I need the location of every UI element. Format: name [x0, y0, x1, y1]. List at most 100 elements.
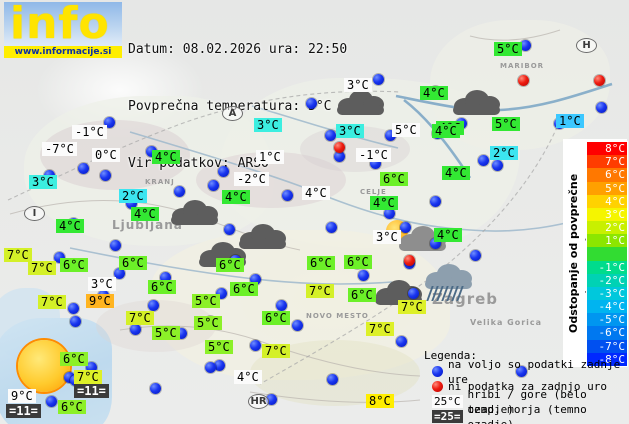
color-scale-row-6: 2°C [587, 221, 627, 235]
station-dot-available[interactable] [276, 300, 287, 311]
station-dot-available[interactable] [370, 158, 381, 169]
station-dot-available[interactable] [224, 224, 235, 235]
station-dot-available[interactable] [282, 190, 293, 201]
station-dot-no-data[interactable] [334, 142, 345, 153]
station-dot-available[interactable] [327, 374, 338, 385]
temperature-reading: 3°C [254, 118, 282, 132]
station-dot-available[interactable] [114, 268, 125, 279]
station-dot-available[interactable] [430, 196, 441, 207]
station-dot-available[interactable] [470, 250, 481, 261]
temperature-reading: 4°C [222, 190, 250, 204]
temperature-reading: 6°C [230, 282, 258, 296]
country-marker-hr: HR [248, 394, 269, 409]
station-dot-available[interactable] [46, 396, 57, 407]
station-dot-available[interactable] [86, 362, 97, 373]
station-dot-no-data[interactable] [594, 75, 605, 86]
station-dot-available[interactable] [100, 170, 111, 181]
station-dot-available[interactable] [492, 160, 503, 171]
station-dot-available[interactable] [358, 270, 369, 281]
station-dot-available[interactable] [110, 240, 121, 251]
station-dot-available[interactable] [174, 186, 185, 197]
city-label-celje: CELJE [360, 188, 387, 196]
station-dot-available[interactable] [216, 288, 227, 299]
station-dot-available[interactable] [205, 362, 216, 373]
color-scale-row-2: 6°C [587, 168, 627, 182]
station-dot-available[interactable] [292, 320, 303, 331]
country-marker-h: H [576, 38, 597, 53]
station-dot-available[interactable] [326, 222, 337, 233]
station-dot-available[interactable] [400, 222, 411, 233]
temperature-reading: 7°C [126, 311, 154, 325]
temperature-reading: 5°C [194, 316, 222, 330]
station-dot-available[interactable] [104, 117, 115, 128]
country-marker-a: A [222, 106, 243, 121]
station-dot-available[interactable] [68, 303, 79, 314]
temperature-reading: -1°C [356, 148, 391, 162]
station-dot-available[interactable] [250, 274, 261, 285]
temperature-reading: 5°C [492, 117, 520, 131]
station-dot-available[interactable] [325, 130, 336, 141]
station-dot-available[interactable] [266, 394, 277, 405]
station-dot-available[interactable] [70, 316, 81, 327]
station-dot-no-data[interactable] [518, 75, 529, 86]
temperature-reading: 6°C [380, 172, 408, 186]
temperature-reading: 5°C [205, 340, 233, 354]
city-label-kranj: KRANJ [145, 178, 175, 186]
color-scale-row-8 [587, 247, 627, 261]
station-dot-available[interactable] [176, 328, 187, 339]
station-dot-available[interactable] [516, 366, 527, 377]
white-chip-sample: 25°C [432, 395, 463, 408]
station-dot-no-data[interactable] [404, 255, 415, 266]
station-dot-available[interactable] [64, 372, 75, 383]
station-dot-available[interactable] [208, 180, 219, 191]
cloud-icon [170, 198, 220, 226]
temperature-reading: 3°C [344, 78, 372, 92]
station-dot-available[interactable] [408, 288, 419, 299]
station-dot-available[interactable] [148, 300, 159, 311]
temperature-reading: 6°C [58, 400, 86, 414]
station-dot-available[interactable] [130, 324, 141, 335]
station-dot-available[interactable] [214, 360, 225, 371]
temperature-reading: 7°C [74, 370, 102, 384]
temperature-reading: 9°C [8, 389, 36, 403]
station-dot-available[interactable] [126, 198, 137, 209]
temperature-reading: 4°C [302, 186, 330, 200]
temperature-reading: 7°C [4, 248, 32, 262]
legend-title: Legenda: [424, 349, 477, 362]
station-dot-available[interactable] [150, 383, 161, 394]
station-dot-available[interactable] [396, 336, 407, 347]
station-dot-available[interactable] [373, 74, 384, 85]
station-dot-available[interactable] [306, 98, 317, 109]
station-dot-available[interactable] [160, 272, 171, 283]
station-dot-available[interactable] [78, 163, 89, 174]
station-dot-available[interactable] [146, 146, 157, 157]
temperature-reading: =11= [74, 384, 109, 398]
color-scale-row-13: -5°C [587, 313, 627, 327]
station-dot-available[interactable] [385, 130, 396, 141]
city-label-maribor: MARIBOR [500, 62, 545, 70]
color-scale-row-5: 3°C [587, 207, 627, 222]
legend-item-available-label: na voljo so podatki zadnje ure [448, 357, 621, 386]
logo-wordmark: info [10, 2, 110, 49]
temperature-reading: 3°C [373, 230, 401, 244]
station-dot-available[interactable] [250, 340, 261, 351]
color-scale-row-7: 1°C [587, 234, 627, 248]
legend-item-available: na voljo so podatki zadnje ure [432, 358, 629, 386]
color-scale-row-15: -7°C [587, 339, 627, 353]
temperature-reading: 6°C [216, 258, 244, 272]
station-dot-available[interactable] [384, 208, 395, 219]
station-dot-available[interactable] [334, 151, 345, 162]
station-dot-available[interactable] [430, 238, 441, 249]
station-dot-available[interactable] [596, 102, 607, 113]
site-logo[interactable]: info www.informacije.si [4, 2, 122, 58]
station-dot-available[interactable] [478, 155, 489, 166]
station-dot-available[interactable] [520, 40, 531, 51]
legend-item-sea-label: temp. morja (temno ozadje) [467, 402, 587, 424]
temperature-reading: 6°C [307, 256, 335, 270]
station-dot-available[interactable] [218, 166, 229, 177]
temperature-reading: 7°C [306, 284, 334, 298]
temperature-reading: 8°C [366, 394, 394, 408]
station-dot-available[interactable] [54, 252, 65, 263]
temperature-reading: -2°C [234, 172, 269, 186]
